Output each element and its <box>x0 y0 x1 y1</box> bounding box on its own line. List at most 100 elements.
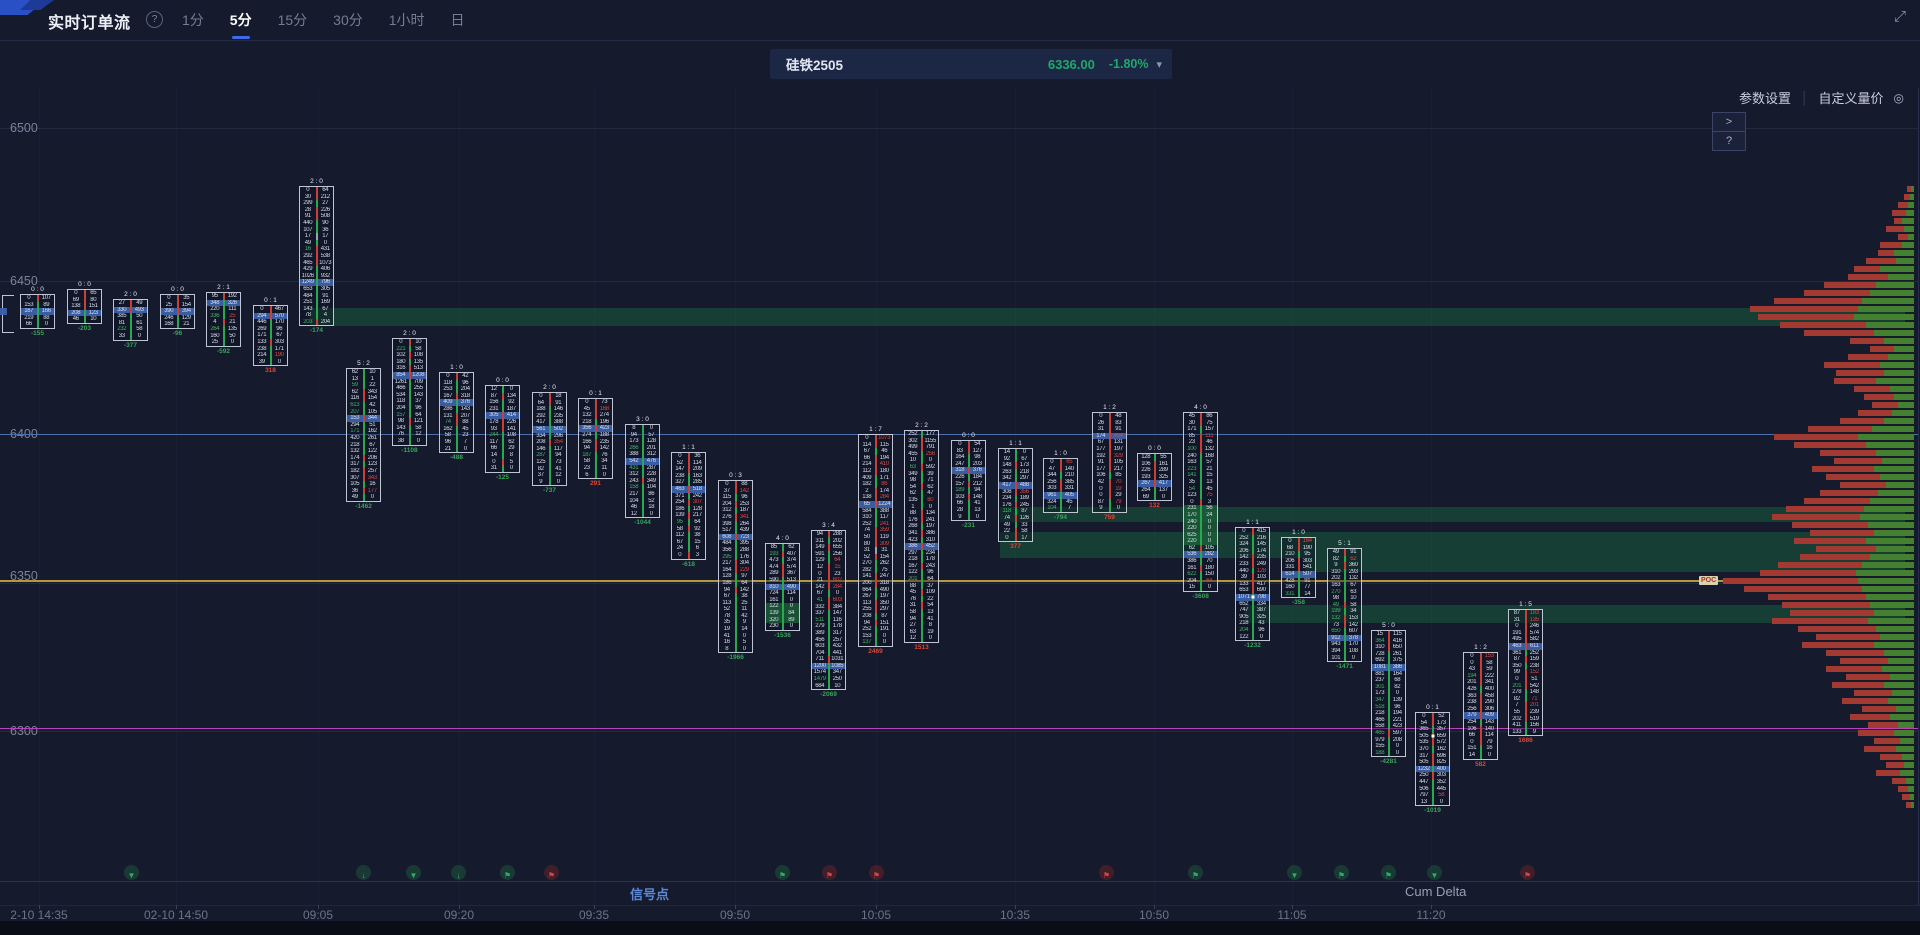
bid-volume: 320 <box>769 616 779 623</box>
expand-icon[interactable]: ⤢ <box>1893 8 1906 25</box>
sell-signal-marker[interactable]: ⚑ <box>1188 865 1203 880</box>
delta-bar <box>1479 692 1482 700</box>
delta-bar <box>874 599 877 607</box>
bid-volume: 106 <box>1141 460 1151 467</box>
ask-volume: 488 <box>1019 481 1029 488</box>
delta-bar <box>734 645 737 653</box>
signal-pane-label[interactable]: 信号点 <box>630 887 670 902</box>
ask-volume: 128 <box>646 438 656 445</box>
target-icon[interactable]: ◎ <box>1893 90 1904 105</box>
bid-volume: 98 <box>909 477 916 484</box>
tab-1小时[interactable]: 1小时 <box>388 12 425 28</box>
x-axis-tick <box>1015 905 1016 909</box>
ask-volume: 103 <box>1256 574 1266 581</box>
bid-volume: 1026 <box>301 272 314 279</box>
bid-volume: 264 <box>1141 486 1151 493</box>
bid-volume: 292 <box>536 412 546 419</box>
delta-bar <box>1108 492 1111 499</box>
ask-volume: 1073 <box>878 435 891 441</box>
ask-volume: 0 <box>882 632 886 639</box>
bar-row: 67 131 <box>1093 439 1126 446</box>
bar-row: 85 62 <box>766 544 799 551</box>
delta-bar <box>501 432 504 439</box>
delta-bar <box>594 451 597 459</box>
ask-volume: 513 <box>786 576 796 583</box>
ask-volume: 0 <box>1022 449 1026 455</box>
flag-icon: ⚑ <box>778 871 787 880</box>
bar-row: 16 5 <box>719 639 752 646</box>
bar-row: 0 246 <box>1509 623 1542 630</box>
buy-signal-marker[interactable]: ⚑ <box>869 865 884 880</box>
profile-sell-segment <box>1824 282 1876 288</box>
bar-box: 87 183 31 135 0 246 191 574 495 582 463 611 361 252 87… <box>1508 609 1543 737</box>
profile-sell-segment <box>1868 722 1898 728</box>
bar-imbalance-header: 3 : 4 <box>822 522 835 529</box>
sell-signal-marker[interactable]: ↓ <box>451 865 466 880</box>
tab-5分[interactable]: 5分 <box>229 12 252 39</box>
delta-bar <box>967 454 970 461</box>
chevron-down-icon[interactable]: ▾ <box>1156 58 1162 71</box>
ask-volume: 297 <box>1019 475 1029 482</box>
bid-volume: 466 <box>1375 716 1385 723</box>
buy-signal-marker[interactable]: ⚑ <box>822 865 837 880</box>
bid-volume: 101 <box>1331 654 1341 661</box>
volume-profile-bar <box>1892 210 1914 216</box>
sell-signal-marker[interactable]: ⚑ <box>1381 865 1396 880</box>
bar-row: 106 161 <box>1138 460 1171 468</box>
ask-volume: 54 <box>927 602 934 609</box>
delta-bar <box>1343 549 1346 556</box>
sell-signal-marker[interactable]: ↓ <box>356 865 371 880</box>
bid-volume: 0 <box>74 290 78 296</box>
profile-sell-segment <box>1898 786 1908 792</box>
delta-bar <box>874 593 877 600</box>
bar-box: 252 177 302 1155 499 791 455 256 10 0 63 592 349 39 98… <box>904 430 939 643</box>
bar-row: 31 54 <box>905 602 938 610</box>
buy-signal-marker[interactable]: ⚑ <box>544 865 559 880</box>
delta-bar <box>734 593 737 600</box>
ask-volume: 234 <box>925 549 935 556</box>
tab-日[interactable]: 日 <box>450 12 465 28</box>
bar-row: 59 22 <box>347 382 380 389</box>
buy-signal-marker[interactable]: ⚑ <box>1099 865 1114 880</box>
footprint-bar: 1 : 7 0 1073 114 115 67 46 66 194 214 410 112 180 409… <box>858 426 893 655</box>
sell-signal-marker[interactable]: ⚑ <box>500 865 515 880</box>
bar-row: 214 190 <box>254 352 287 359</box>
tab-15分[interactable]: 15分 <box>277 12 308 28</box>
bid-volume: 202 <box>1512 715 1522 722</box>
bar-row: 21 0 <box>440 445 473 453</box>
bid-volume: 176 <box>908 516 918 523</box>
delta-bar <box>501 445 504 452</box>
ask-volume: 164 <box>1392 670 1402 677</box>
profile-buy-segment <box>1858 434 1914 440</box>
sell-signal-marker[interactable]: ▼ <box>1287 865 1302 880</box>
custom-volume-price-button[interactable]: 自定义量价 <box>1818 91 1884 106</box>
bar-delta-footer: -358 <box>1291 599 1305 607</box>
ask-volume: 441 <box>832 649 842 656</box>
tab-30分[interactable]: 30分 <box>333 12 363 28</box>
bid-volume: 8 <box>632 425 636 431</box>
bid-volume: 1479 <box>813 676 826 683</box>
ask-volume: 86 <box>1206 413 1213 419</box>
profile-sell-segment <box>1800 554 1870 560</box>
delta-bar <box>1479 705 1482 713</box>
ask-volume: 570 <box>274 312 284 319</box>
bid-volume: 178 <box>489 418 499 425</box>
sell-signal-marker[interactable]: ⚑ <box>1334 865 1349 880</box>
cum-delta-pane-label[interactable]: Cum Delta <box>1405 884 1467 899</box>
sell-signal-marker[interactable]: ▼ <box>1427 865 1442 880</box>
instrument-selector[interactable]: 硅铁2505 6336.00 -1.80% ▾ <box>770 49 1172 79</box>
settings-button[interactable]: 参数设置 <box>1738 91 1791 106</box>
bid-volume: 137 <box>862 639 872 646</box>
tab-1分[interactable]: 1分 <box>182 12 204 28</box>
sell-signal-marker[interactable]: ▼ <box>124 865 139 880</box>
bid-volume: 505 <box>1419 759 1429 766</box>
help-icon[interactable]: ? <box>146 11 163 28</box>
sell-signal-marker[interactable]: ▼ <box>406 865 421 880</box>
help-panel-button[interactable]: ? <box>1712 131 1746 151</box>
collapse-panel-button[interactable]: > <box>1712 112 1746 132</box>
footprint-bar: 0 : 0 128 55 106 161 226 289 193 325 267 417 264 137… <box>1137 445 1172 509</box>
bar-row: 31 0 <box>486 465 519 472</box>
ask-volume: 114 <box>786 590 796 597</box>
buy-signal-marker[interactable]: ⚑ <box>1520 865 1535 880</box>
sell-signal-marker[interactable]: ⚑ <box>775 865 790 880</box>
